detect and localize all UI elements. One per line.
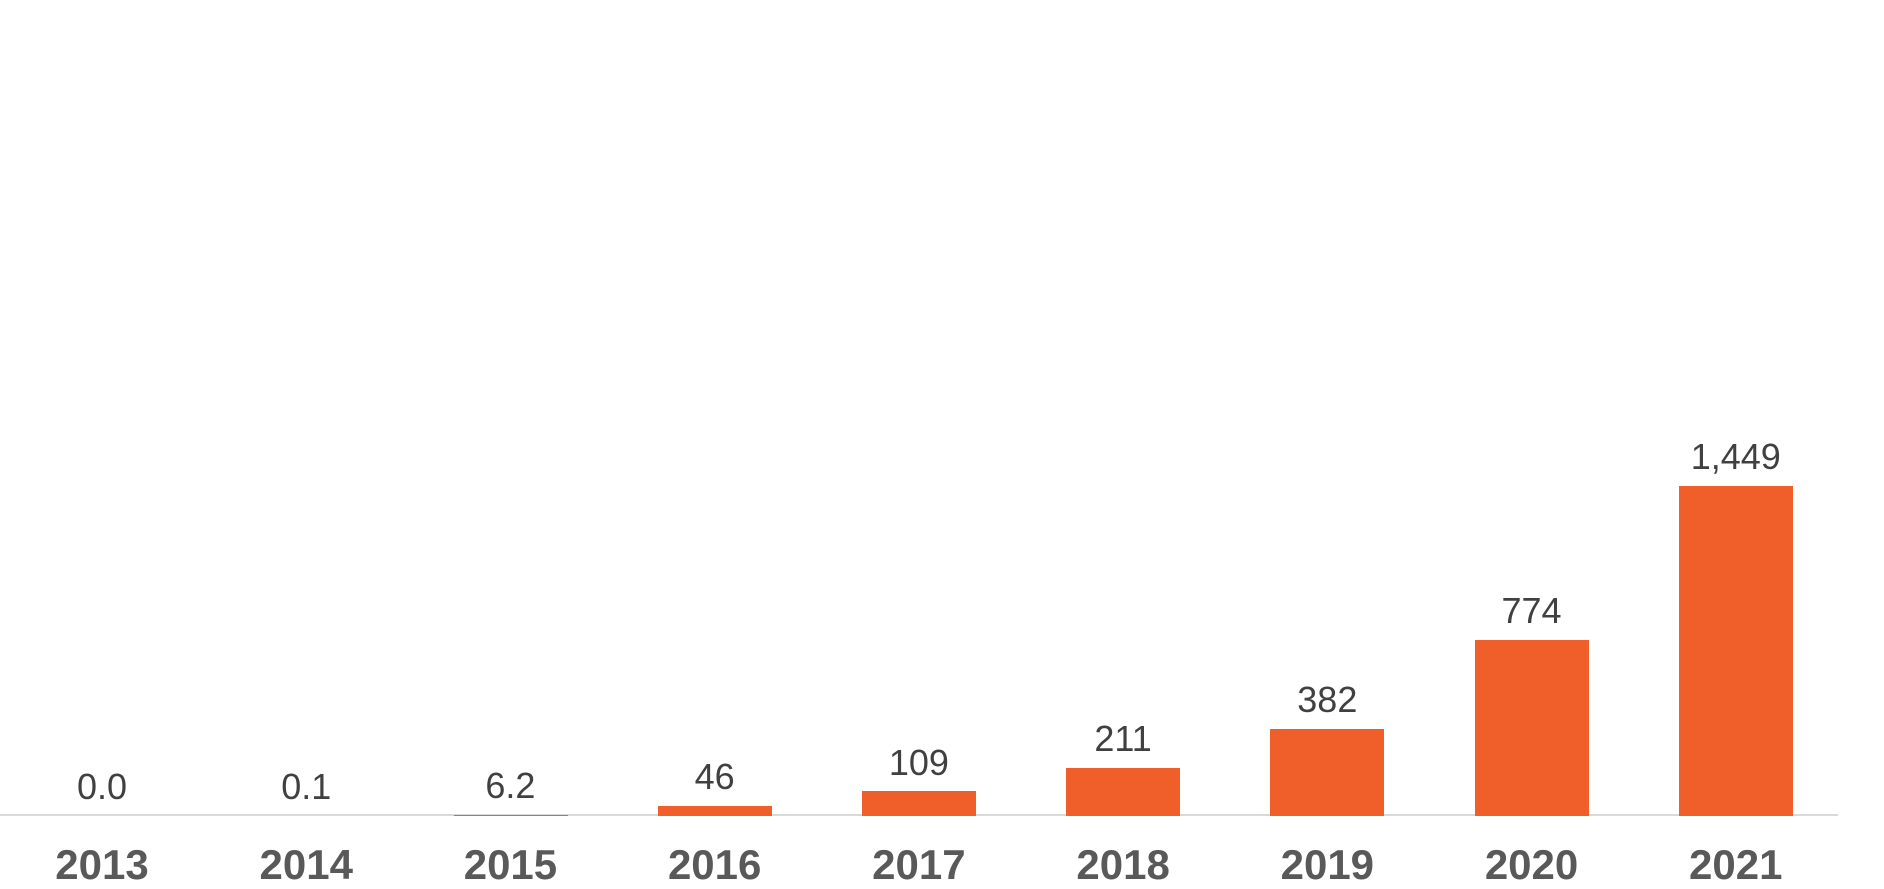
value-label-2021: 1,449 [1690,436,1781,478]
x-tick-2014: 2014 [259,841,353,888]
value-label-2020: 774 [1501,590,1562,632]
x-tick-2021: 2021 [1689,841,1783,888]
value-label-2014: 0.1 [281,766,332,808]
x-tick-2015: 2015 [463,841,558,888]
value-label-2019: 382 [1297,679,1358,721]
value-label-2017: 109 [888,741,949,783]
value-label-2013: 0.0 [76,766,128,808]
bar-2019 [1270,729,1385,816]
value-label-2018: 211 [1094,718,1152,760]
bar-2017 [862,791,976,816]
x-tick-2017: 2017 [872,841,966,888]
bar-2016 [657,805,772,816]
x-tick-2019: 2019 [1280,841,1375,888]
x-tick-2016: 2016 [667,841,762,888]
bar-2020 [1474,639,1589,816]
bar-2018 [1066,767,1181,816]
x-tick-2020: 2020 [1484,841,1579,888]
bar-2021 [1678,486,1793,816]
x-tick-2013: 2013 [55,841,149,888]
value-label-2015: 6.2 [485,765,536,806]
bar-2015 [453,814,568,816]
x-tick-2018: 2018 [1076,841,1170,888]
value-label-2016: 46 [694,755,735,797]
